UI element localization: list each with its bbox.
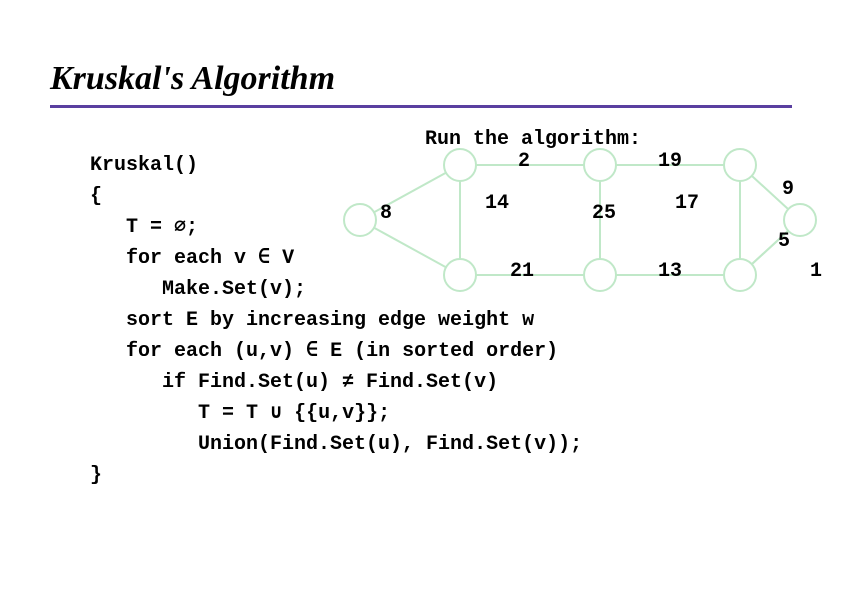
edge-weight: 5 bbox=[778, 230, 790, 253]
edge-weight: 25 bbox=[592, 202, 616, 225]
edge-weight: 1 bbox=[810, 260, 822, 283]
edge-weight: 13 bbox=[658, 260, 682, 283]
pseudocode: Kruskal() { T = ∅; for each v ∈ V Make.S… bbox=[90, 150, 582, 491]
edge-weight: 9 bbox=[782, 178, 794, 201]
edge-weight: 17 bbox=[675, 192, 699, 215]
edge-weight: 19 bbox=[658, 150, 682, 173]
page-title: Kruskal's Algorithm bbox=[50, 60, 335, 98]
title-underline bbox=[50, 105, 792, 108]
